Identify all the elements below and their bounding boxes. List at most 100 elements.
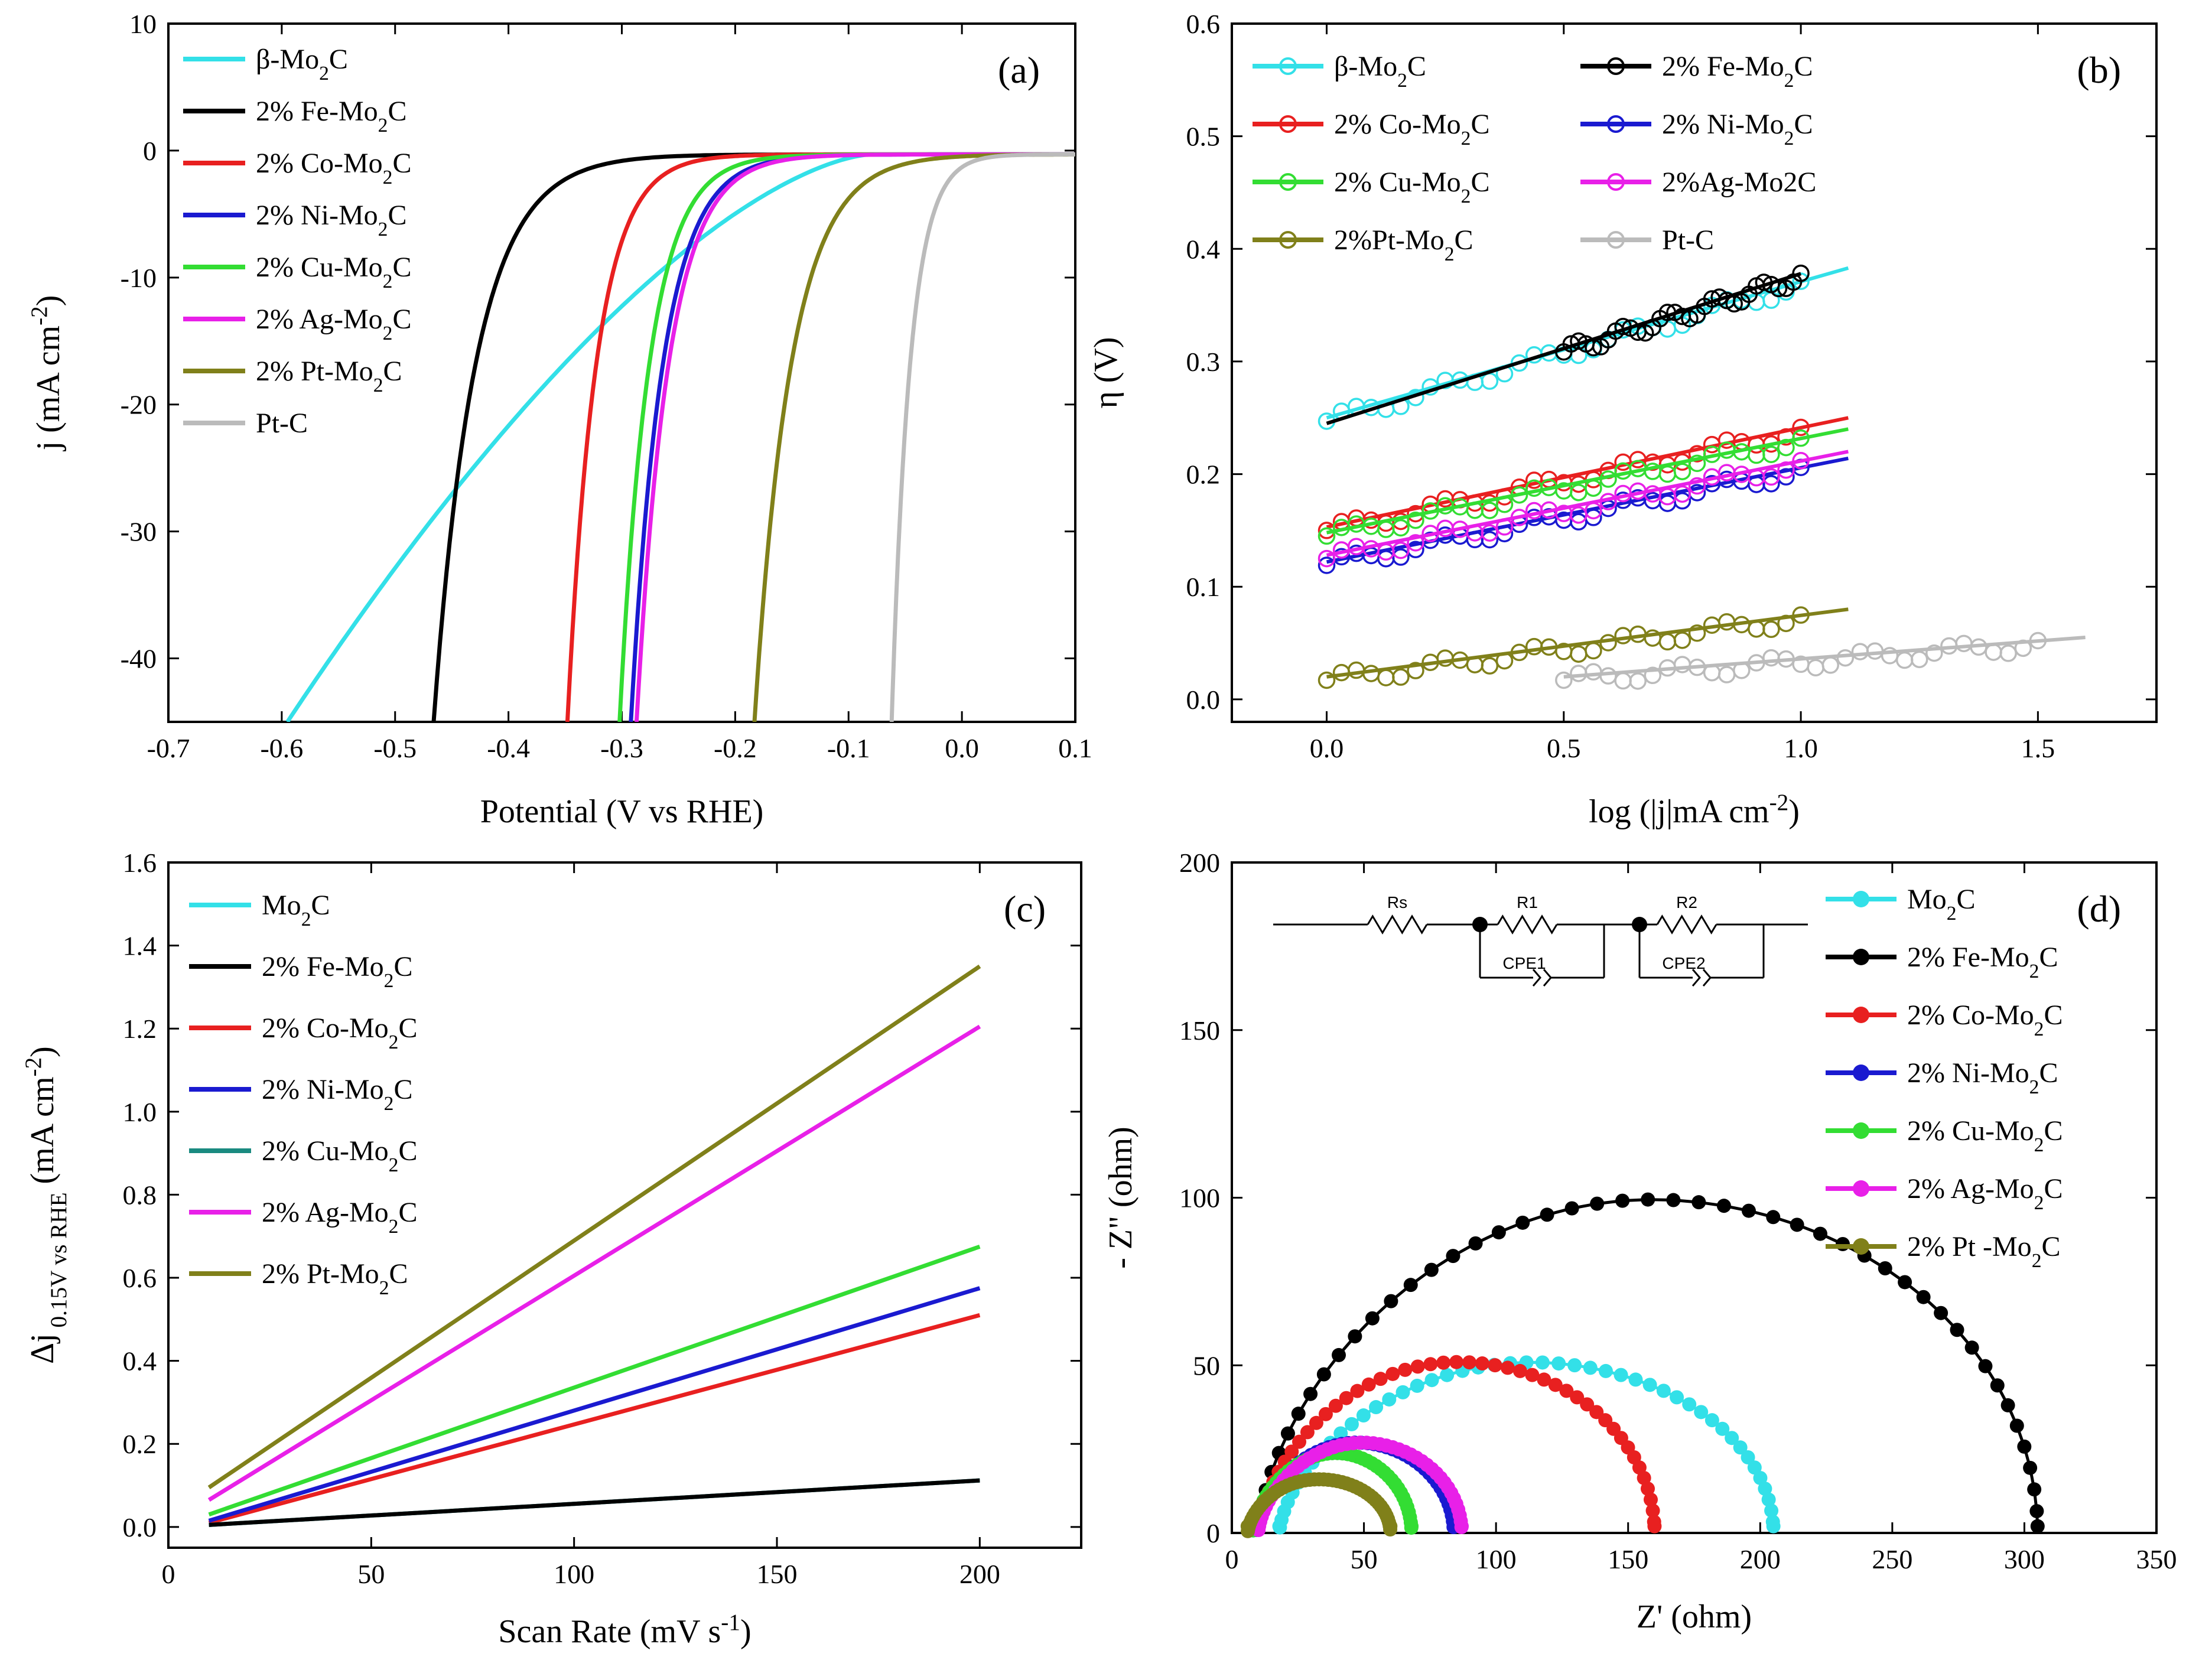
label-part: 2% Fe-Mo bbox=[256, 96, 378, 127]
data-point bbox=[1645, 1503, 1660, 1518]
fit-line bbox=[1326, 607, 1849, 679]
label-part: 2% Fe-Mo bbox=[262, 951, 384, 982]
data-point bbox=[1716, 1199, 1731, 1213]
data-point bbox=[1878, 1261, 1892, 1276]
x-tick-label: 150 bbox=[1608, 1544, 1648, 1574]
data-point bbox=[1670, 1390, 1684, 1405]
data-point bbox=[1369, 1400, 1384, 1415]
data-point bbox=[1318, 1407, 1333, 1421]
data-point bbox=[1762, 475, 1780, 493]
data-point bbox=[1614, 627, 1632, 644]
fit-line bbox=[1326, 416, 1849, 529]
label-part: C bbox=[1454, 224, 1473, 256]
data-point bbox=[1318, 671, 1336, 689]
x-tick-label: -0.5 bbox=[373, 733, 417, 763]
data-point bbox=[1999, 644, 2017, 662]
y-tick-label: 1.0 bbox=[123, 1097, 157, 1127]
legend-marker bbox=[1607, 231, 1625, 249]
legend-label: 2% Pt-Mo2C bbox=[256, 356, 402, 396]
data-point bbox=[1515, 1215, 1530, 1230]
data-point bbox=[1384, 1294, 1398, 1308]
data-point bbox=[1585, 663, 1602, 681]
data-point bbox=[1658, 465, 1677, 483]
x-axis-label: Potential (V vs RHE) bbox=[480, 793, 764, 830]
data-point bbox=[1385, 1366, 1400, 1381]
y-tick-label: 0.4 bbox=[123, 1346, 157, 1376]
data-point bbox=[1309, 1415, 1323, 1430]
data-point bbox=[1978, 1359, 1993, 1373]
data-point bbox=[1762, 291, 1780, 309]
data-point bbox=[1398, 1362, 1413, 1377]
series-line bbox=[208, 1313, 981, 1525]
data-point bbox=[1762, 445, 1780, 464]
label-part: 2%Ag-Mo2C bbox=[1662, 167, 1816, 198]
data-point bbox=[1318, 549, 1336, 568]
x-tick-label: -0.2 bbox=[714, 733, 757, 763]
x-tick-label: 100 bbox=[1476, 1544, 1517, 1574]
legend-marker bbox=[1607, 57, 1625, 75]
circuit-label: R1 bbox=[1517, 893, 1538, 911]
data-point bbox=[1481, 657, 1499, 675]
series-curve bbox=[889, 152, 1075, 722]
data-point bbox=[1328, 1398, 1343, 1413]
legend-label: 2% Co-Mo2C bbox=[1334, 109, 1489, 149]
data-point bbox=[1347, 661, 1365, 679]
data-point bbox=[1590, 1196, 1605, 1211]
label-part: C bbox=[2044, 1173, 2063, 1205]
data-point bbox=[1762, 468, 1780, 486]
data-point bbox=[2009, 1418, 2024, 1433]
data-point bbox=[1836, 1236, 1850, 1251]
x-tick-label: 150 bbox=[757, 1559, 798, 1589]
label-part: 2 bbox=[1784, 70, 1794, 92]
data-point bbox=[1836, 649, 1855, 667]
data-point bbox=[1585, 642, 1602, 660]
legend-label: 2% Cu-Mo2C bbox=[1907, 1115, 2063, 1156]
y-tick-label: 0.1 bbox=[1186, 572, 1221, 602]
data-point bbox=[1446, 1249, 1460, 1264]
data-point bbox=[2029, 1504, 2044, 1519]
data-point bbox=[1598, 1363, 1613, 1378]
panel-2: 0.0 0.5 1.0 1.5 0.0 0.1 0.2 0.3 0.4 0.5 0.6 (b) β-Mo… bbox=[1088, 9, 2158, 830]
resistor bbox=[1497, 914, 1558, 935]
data-point bbox=[1525, 1368, 1540, 1382]
data-point bbox=[1564, 1201, 1579, 1216]
y-tick-label: 1.4 bbox=[123, 931, 157, 961]
legend-label: 2% Cu-Mo2C bbox=[256, 252, 411, 292]
data-point bbox=[1280, 1426, 1295, 1441]
label-part: C bbox=[392, 252, 411, 283]
data-point bbox=[1758, 1482, 1772, 1496]
data-point bbox=[1964, 1340, 1979, 1355]
data-point bbox=[1570, 645, 1588, 663]
data-point bbox=[1318, 527, 1336, 545]
label-part: 2 bbox=[1947, 903, 1957, 924]
label-part: 2% Pt -Mo bbox=[1907, 1231, 2032, 1262]
data-point bbox=[1950, 1323, 1964, 1337]
label-part: 2% Ag-Mo bbox=[262, 1197, 389, 1228]
data-point bbox=[1559, 1383, 1574, 1398]
legend-label: Mo2C bbox=[1907, 884, 1976, 924]
data-point bbox=[1481, 530, 1499, 549]
y-tick-label: 0.6 bbox=[123, 1263, 157, 1293]
label-part: 2 bbox=[2034, 1192, 2044, 1214]
data-point bbox=[1481, 372, 1499, 390]
label-part: 2 bbox=[1461, 185, 1471, 207]
data-point bbox=[1407, 511, 1424, 529]
label-part: ) bbox=[30, 295, 67, 307]
panel-4: 0 50 100 150 200 250 300 350050100150200(d)Mo2C… bbox=[1102, 848, 2177, 1635]
label-part: C bbox=[2044, 1000, 2063, 1031]
data-point bbox=[1468, 1236, 1483, 1251]
data-point bbox=[1424, 1262, 1439, 1277]
circuit-label: CPE2 bbox=[1662, 954, 1705, 972]
data-point bbox=[1481, 524, 1499, 542]
data-point bbox=[1583, 1360, 1598, 1375]
label-part: ) bbox=[740, 1613, 752, 1650]
data-point bbox=[1383, 1519, 1398, 1534]
series-curve bbox=[431, 152, 1075, 722]
data-point bbox=[1715, 1421, 1730, 1436]
data-point bbox=[1925, 644, 1943, 662]
equivalent-circuit: Rs R1 R2 CPE1 CPE2 bbox=[1273, 893, 1808, 987]
label-part: 2% Fe-Mo bbox=[1662, 51, 1784, 82]
label-part: -2 bbox=[27, 306, 52, 325]
legend-label: 2% Cu-Mo2C bbox=[1334, 167, 1489, 207]
data-point bbox=[1647, 1519, 1662, 1534]
